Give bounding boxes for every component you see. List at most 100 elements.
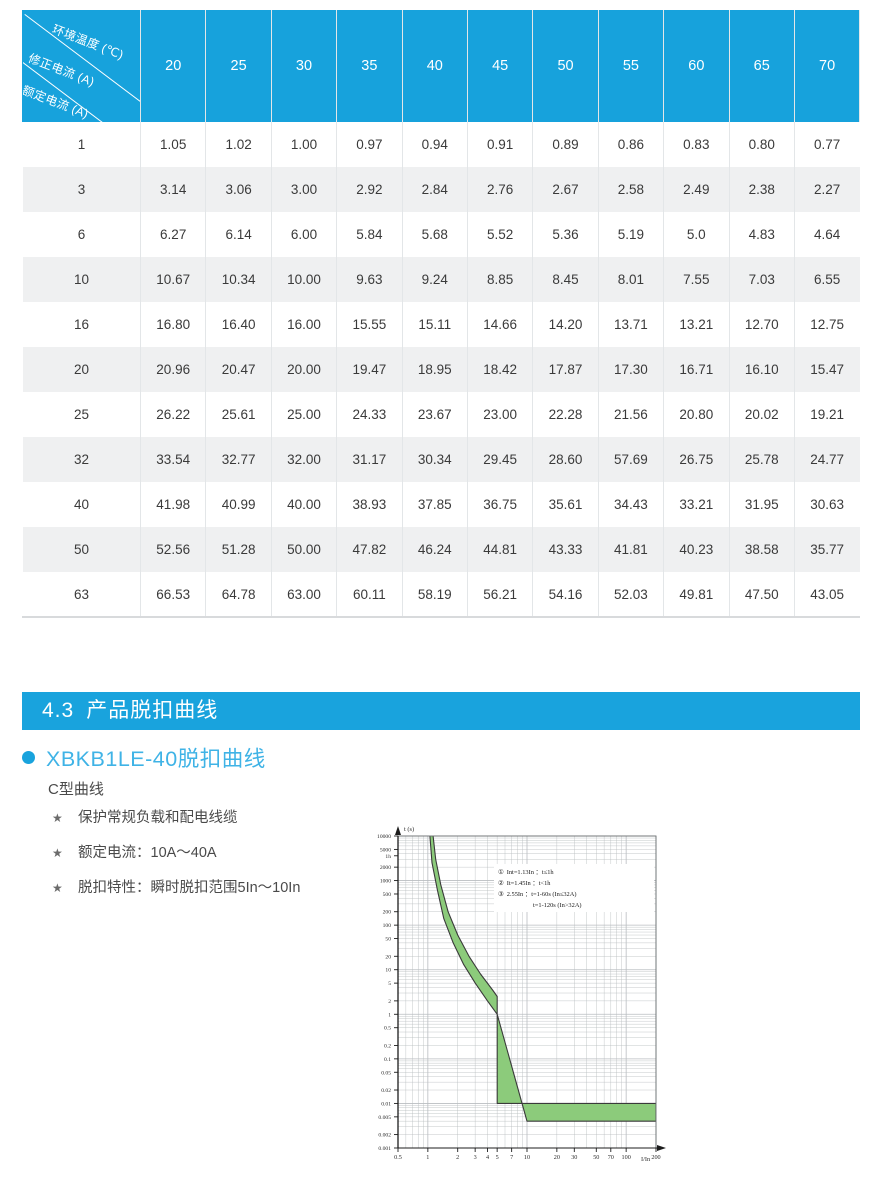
x-tick-label: 4 (486, 1154, 489, 1161)
y-tick-label: 100 (383, 923, 392, 929)
row-header-rated-current: 32 (22, 437, 141, 482)
table-cell: 43.33 (532, 527, 599, 572)
table-cell: 36.75 (466, 482, 534, 527)
table-cell: 7.03 (728, 257, 795, 302)
y-tick-label: 0.02 (381, 1088, 391, 1094)
section-heading: 4.3 产品脱扣曲线 (22, 692, 860, 730)
table-cell: 0.91 (466, 122, 534, 167)
table-cell: 2.38 (728, 167, 795, 212)
star-icon: ★ (52, 846, 63, 860)
table-cell: 2.58 (597, 167, 665, 212)
table-cell: 17.87 (532, 347, 599, 392)
table-cell: 14.66 (466, 302, 534, 347)
table-cell: 16.80 (139, 302, 207, 347)
table-cell: 33.21 (663, 482, 730, 527)
table-cell: 31.95 (728, 482, 795, 527)
table-cell: 0.83 (663, 122, 730, 167)
row-header-rated-current: 25 (22, 392, 141, 437)
x-tick-label: 7 (510, 1154, 513, 1161)
table-cell: 31.17 (336, 437, 403, 482)
section-title: 产品脱扣曲线 (86, 699, 219, 722)
note-2: ③ 2.55In ：t=1-60s (In≤32A) (498, 891, 577, 898)
table-cell: 23.67 (401, 392, 468, 437)
table-cell: 52.56 (139, 527, 207, 572)
table-cell: 46.24 (401, 527, 468, 572)
tripping-curve-chart: t (s) I/In 10000 5000 1h 2000 1000 500 200 100 5… (358, 822, 668, 1182)
corner-label-rated-current: 额定电流 (A) (22, 83, 91, 122)
table-cell: 41.81 (597, 527, 665, 572)
x-axis-arrow-icon (657, 1145, 666, 1151)
y-tick-label: 200 (383, 910, 392, 916)
table-cell: 6.55 (793, 257, 860, 302)
table-cell: 50.00 (270, 527, 338, 572)
table-cell: 25.78 (728, 437, 795, 482)
x-tick-label: 30 (571, 1154, 577, 1161)
tripping-band (429, 836, 656, 1122)
table-cell: 18.42 (466, 347, 534, 392)
table-cell: 5.0 (663, 212, 730, 257)
table-cell: 20.96 (139, 347, 207, 392)
table-cell: 8.01 (597, 257, 665, 302)
note-0: ① Int=1.13In ：t≤1h (498, 869, 554, 876)
table-cell: 7.55 (663, 257, 730, 302)
table-cell: 40.00 (270, 482, 338, 527)
table-cell: 0.86 (597, 122, 665, 167)
feature-item: ★ 保护常规负载和配电线缆 (52, 806, 382, 827)
column-header-temp-4: 40 (401, 10, 468, 122)
bullet-dot-icon (22, 751, 35, 764)
y-tick-label: 10 (385, 968, 391, 974)
row-header-rated-current: 50 (22, 527, 141, 572)
table-cell: 15.11 (401, 302, 468, 347)
table-row: 6 6.27 6.14 6.00 5.84 5.68 5.52 5.36 5.19 5.0 4.83… (22, 212, 860, 257)
table-cell: 56.21 (466, 572, 534, 618)
table-cell: 49.81 (663, 572, 730, 618)
table-cell: 3.06 (205, 167, 272, 212)
table-row: 50 52.56 51.28 50.00 47.82 46.24 44.81 43.33 41.… (22, 527, 860, 572)
table-header: 环境温度 (℃) 修正电流 (A) 额定电流 (A) 20 25 30 35 4… (22, 10, 861, 122)
table-cell: 37.85 (401, 482, 468, 527)
y-tick-label: 1h (385, 854, 391, 860)
corner-background: 环境温度 (℃) 修正电流 (A) 额定电流 (A) (23, 10, 140, 122)
x-tick-label: 5 (496, 1154, 499, 1161)
y-tick-label: 500 (383, 892, 392, 898)
row-header-rated-current: 10 (22, 257, 141, 302)
y-axis-label: t (s) (404, 826, 414, 833)
table-cell: 19.21 (793, 392, 860, 437)
table-cell: 41.98 (139, 482, 207, 527)
table-cell: 24.33 (336, 392, 403, 437)
note-3: t=1-120s (In>32A) (533, 902, 582, 909)
x-axis-ticks: 0.5 1 2 3 4 5 7 10 20 30 50 70 100 200 (394, 1148, 661, 1161)
table-cell: 25.00 (270, 392, 338, 437)
table-cell: 5.84 (336, 212, 403, 257)
table-cell: 2.27 (793, 167, 860, 212)
table-cell: 20.00 (270, 347, 338, 392)
table-cell: 60.11 (336, 572, 403, 618)
derating-table: 环境温度 (℃) 修正电流 (A) 额定电流 (A) 20 25 30 35 4… (22, 10, 861, 618)
x-tick-label: 100 (622, 1154, 631, 1161)
table-cell: 3.00 (270, 167, 338, 212)
table-cell: 30.34 (401, 437, 468, 482)
table-cell: 66.53 (139, 572, 207, 618)
table-cell: 0.89 (532, 122, 599, 167)
table-cell: 16.71 (663, 347, 730, 392)
product-subtitle: C型曲线 (48, 781, 104, 798)
table-cell: 30.63 (793, 482, 860, 527)
table-cell: 24.77 (793, 437, 860, 482)
table-cell: 32.00 (270, 437, 338, 482)
table-corner-header: 环境温度 (℃) 修正电流 (A) 额定电流 (A) (22, 10, 141, 122)
y-tick-label: 0.002 (378, 1133, 391, 1139)
table-cell: 64.78 (205, 572, 272, 618)
table-cell: 5.52 (466, 212, 534, 257)
table-cell: 16.00 (270, 302, 338, 347)
table-cell: 58.19 (401, 572, 468, 618)
x-tick-label: 200 (651, 1154, 660, 1161)
y-tick-label: 0.005 (378, 1115, 391, 1121)
table-row: 20 20.96 20.47 20.00 19.47 18.95 18.42 17.87 17.… (22, 347, 860, 392)
table-cell: 14.20 (532, 302, 599, 347)
y-tick-label: 0.5 (384, 1026, 391, 1032)
product-title: XBKB1LE-40脱扣曲线 (46, 747, 266, 771)
chart-notes: ① Int=1.13In ：t≤1h ② It=1.45In ：t<1h ③ 2.55… (494, 864, 654, 912)
table-header-row: 环境温度 (℃) 修正电流 (A) 额定电流 (A) 20 25 30 35 4… (22, 10, 861, 122)
y-axis-arrow-icon (395, 826, 401, 835)
column-header-temp-0: 20 (139, 10, 207, 122)
